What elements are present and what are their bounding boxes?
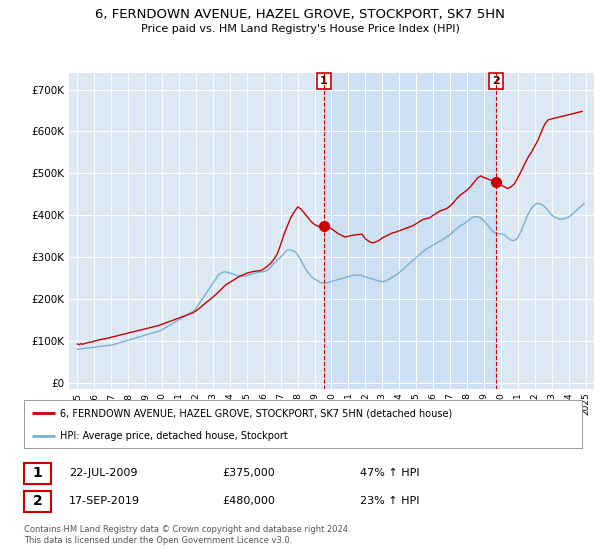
Bar xyxy=(324,73,496,389)
Text: 23% ↑ HPI: 23% ↑ HPI xyxy=(360,496,419,506)
Text: HPI: Average price, detached house, Stockport: HPI: Average price, detached house, Stoc… xyxy=(60,431,288,441)
Text: Contains HM Land Registry data © Crown copyright and database right 2024.
This d: Contains HM Land Registry data © Crown c… xyxy=(24,525,350,545)
Text: Price paid vs. HM Land Registry's House Price Index (HPI): Price paid vs. HM Land Registry's House … xyxy=(140,24,460,34)
Text: 2: 2 xyxy=(492,76,500,86)
Text: £480,000: £480,000 xyxy=(222,496,275,506)
Text: 22-JUL-2009: 22-JUL-2009 xyxy=(69,468,137,478)
Text: 1: 1 xyxy=(32,466,43,480)
Text: £375,000: £375,000 xyxy=(222,468,275,478)
Text: 6, FERNDOWN AVENUE, HAZEL GROVE, STOCKPORT, SK7 5HN: 6, FERNDOWN AVENUE, HAZEL GROVE, STOCKPO… xyxy=(95,8,505,21)
Text: 47% ↑ HPI: 47% ↑ HPI xyxy=(360,468,419,478)
Text: 17-SEP-2019: 17-SEP-2019 xyxy=(69,496,140,506)
Text: 6, FERNDOWN AVENUE, HAZEL GROVE, STOCKPORT, SK7 5HN (detached house): 6, FERNDOWN AVENUE, HAZEL GROVE, STOCKPO… xyxy=(60,408,452,418)
Text: 1: 1 xyxy=(320,76,328,86)
Text: 2: 2 xyxy=(32,494,43,508)
